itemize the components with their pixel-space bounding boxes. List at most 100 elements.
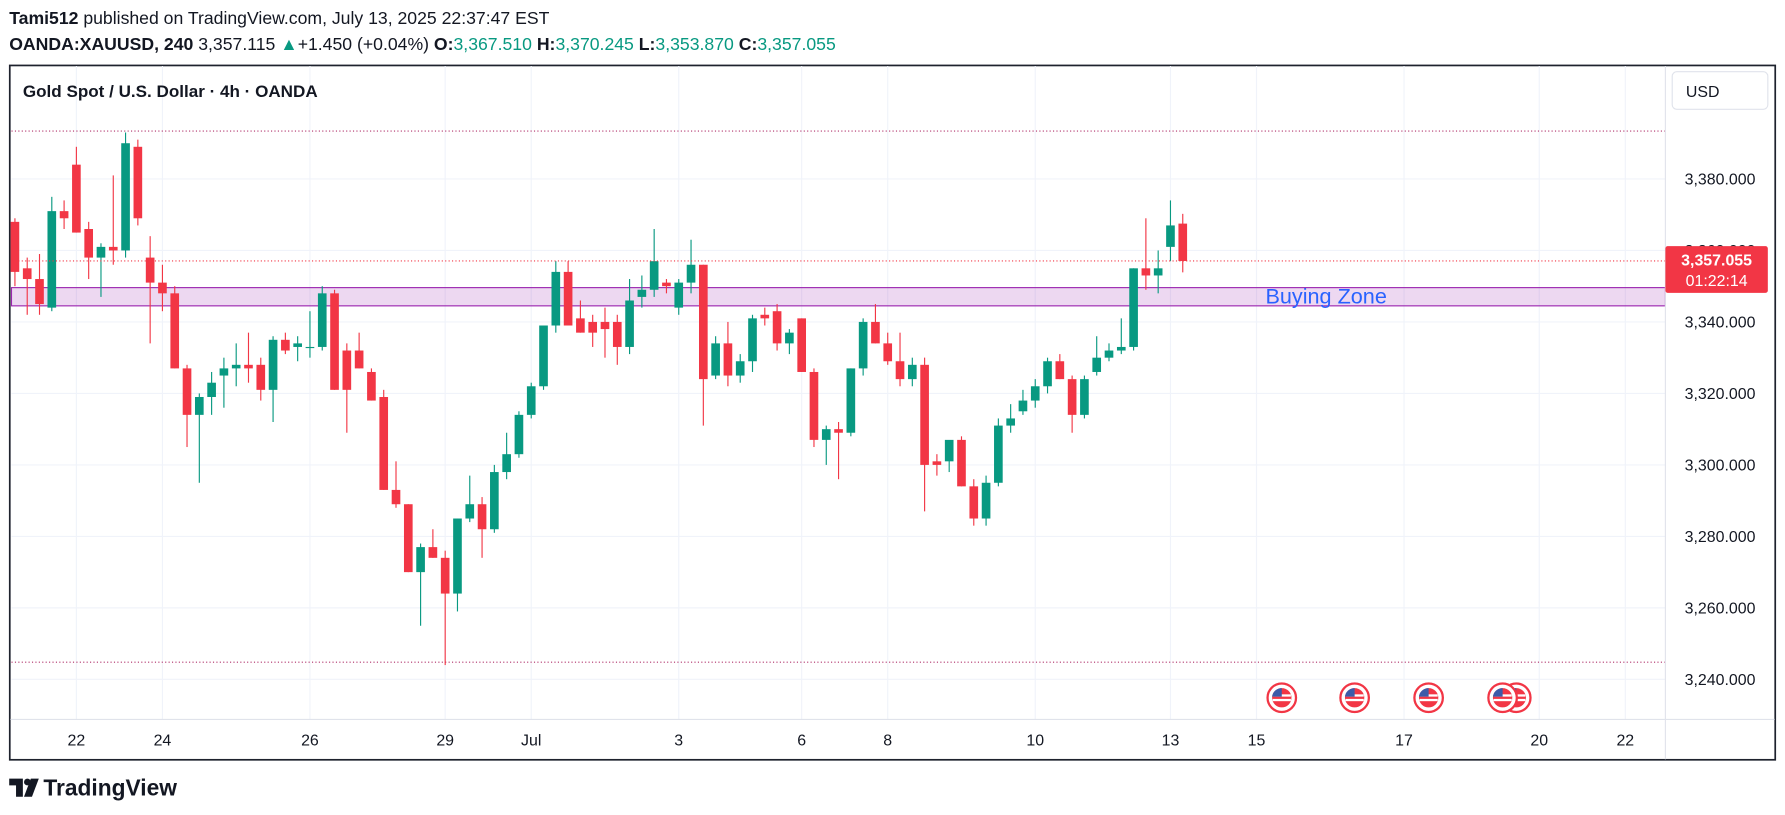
candle-body <box>1116 346 1126 351</box>
candle-body <box>428 547 438 558</box>
candle-body <box>305 346 315 349</box>
brand: TradingView <box>43 775 177 801</box>
last-price-tag <box>1665 246 1768 293</box>
event-flag[interactable] <box>1487 682 1518 714</box>
high-value: 3,370.245 <box>555 34 634 54</box>
candle-body <box>576 318 585 333</box>
candle-body <box>268 339 278 390</box>
candle-body <box>1129 268 1138 347</box>
published: published on TradingView.com, July 13, 2… <box>83 8 549 28</box>
currency-box[interactable] <box>1671 71 1769 110</box>
symbol: OANDA:XAUUSD, 240 <box>9 34 193 54</box>
x-tick-label: 22 <box>68 733 86 750</box>
candle-body <box>723 343 733 376</box>
candle-body <box>772 311 782 344</box>
candle-body <box>981 482 991 519</box>
last-price-label: 3,357.055 <box>1681 253 1752 270</box>
candle-body <box>133 146 143 219</box>
x-tick-label: Jul <box>521 733 541 750</box>
candle-body <box>330 293 339 390</box>
candle-body <box>1067 379 1077 415</box>
event-flag[interactable] <box>1339 682 1371 714</box>
close-value: 3,357.055 <box>757 34 836 54</box>
x-tick-label: 13 <box>1162 733 1180 750</box>
close-key: C: <box>739 34 758 54</box>
x-tick-label: 6 <box>797 733 806 750</box>
candle-body <box>551 271 561 326</box>
candle-body <box>895 361 905 380</box>
candle-body <box>1166 225 1175 247</box>
candle-body <box>121 143 130 251</box>
countdown: 01:22:14 <box>1686 273 1748 290</box>
candle-body <box>22 268 32 280</box>
candle-body <box>735 361 745 376</box>
candle-body <box>219 368 229 376</box>
candle-body <box>588 321 598 333</box>
candle-body <box>674 282 684 308</box>
x-tick-label: 17 <box>1395 733 1413 750</box>
candle-body <box>994 425 1003 483</box>
candle-body <box>145 257 155 283</box>
candle-body <box>453 518 462 594</box>
candle-body <box>1030 386 1040 401</box>
candle-body <box>932 461 942 465</box>
candle-body <box>182 368 192 415</box>
low-value: 3,353.870 <box>655 34 734 54</box>
currency: USD <box>1686 84 1720 101</box>
candle-body <box>649 261 659 290</box>
candle-body <box>416 547 425 573</box>
x-tick-label: 29 <box>436 733 454 750</box>
candle-body <box>846 368 856 433</box>
candle-body <box>1178 223 1188 261</box>
candle-body <box>194 396 204 415</box>
candle-body <box>244 364 253 369</box>
candle-body <box>1141 268 1151 276</box>
candle-body <box>957 439 966 487</box>
candle-body <box>637 289 647 297</box>
high-key: H: <box>537 34 556 54</box>
candle-body <box>96 246 106 258</box>
candle-body <box>35 279 44 305</box>
event-flag[interactable] <box>1413 682 1444 714</box>
candle-body <box>47 211 57 308</box>
y-tick-label: 3,240.000 <box>1685 672 1756 689</box>
candle-body <box>84 229 94 258</box>
candle-body <box>1043 361 1052 387</box>
y-tick-label: 3,320.000 <box>1685 386 1756 403</box>
candle-body <box>1006 418 1015 426</box>
candle-body <box>72 164 81 233</box>
change-arrow: ▲ <box>280 34 297 54</box>
x-tick-label: 8 <box>883 733 892 750</box>
event-flag[interactable] <box>1266 682 1298 714</box>
candle-body <box>391 489 401 505</box>
low-key: L: <box>639 34 656 54</box>
brand-logo <box>9 778 39 797</box>
y-tick-label: 3,260.000 <box>1685 601 1756 618</box>
candle-body <box>711 343 720 376</box>
candle-body <box>871 321 880 344</box>
candle-body <box>281 339 290 351</box>
x-tick-label: 15 <box>1248 733 1266 750</box>
chart-title: Gold Spot / U.S. Dollar · 4h · OANDA <box>23 82 318 101</box>
candle-body <box>600 321 610 330</box>
candle-body <box>514 414 524 455</box>
candle-body <box>317 293 327 347</box>
candle-body <box>539 325 548 387</box>
y-tick-label: 3,380.000 <box>1685 172 1756 189</box>
candle-body <box>907 364 917 380</box>
plot-area: 3,240.000 3,260.000 3,280.000 3,300.000 3,32… <box>10 66 1756 750</box>
open-key: O: <box>434 34 454 54</box>
x-tick-label: 24 <box>154 733 172 750</box>
candle-body <box>785 332 794 344</box>
y-tick-label: 3,280.000 <box>1685 529 1756 546</box>
candle-body <box>526 386 536 415</box>
x-tick-label: 3 <box>674 733 683 750</box>
candle-body <box>944 439 954 462</box>
candle-body <box>1080 379 1089 415</box>
author: Tami512 <box>9 8 78 28</box>
candle-body <box>920 364 929 465</box>
chart-frame <box>8 64 1777 761</box>
candle-body <box>207 382 216 397</box>
